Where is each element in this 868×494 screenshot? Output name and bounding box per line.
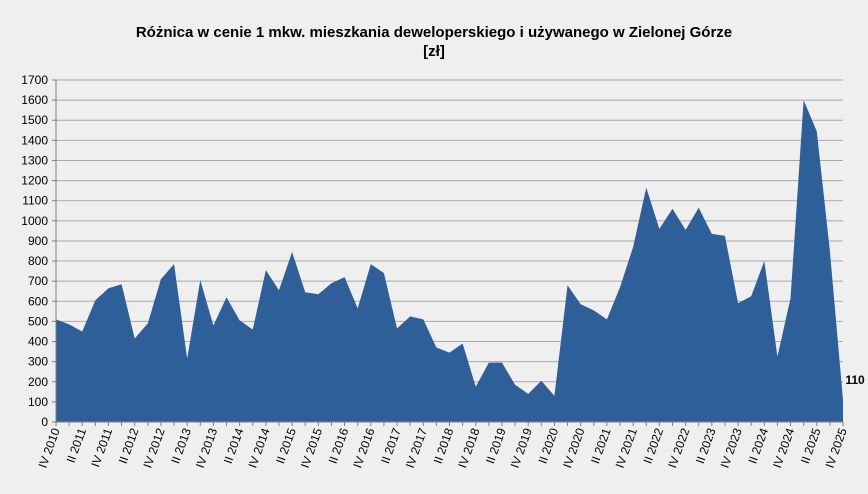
y-tick-label: 200: [28, 375, 48, 389]
data-label-last: 110: [845, 373, 865, 387]
y-tick-label: 1600: [21, 93, 48, 107]
y-tick-label: 700: [28, 274, 48, 288]
y-tick-label: 1100: [22, 194, 48, 208]
y-tick-label: 1300: [21, 153, 48, 167]
chart-title: Różnica w cenie 1 mkw. mieszkania dewelo…: [136, 24, 732, 41]
y-tick-label: 1400: [21, 133, 48, 147]
y-tick-label: 1000: [21, 214, 48, 228]
y-tick-label: 900: [28, 234, 48, 248]
annotations: 110: [845, 373, 865, 387]
y-tick-label: 800: [28, 254, 48, 268]
y-tick-label: 1200: [21, 174, 48, 188]
y-tick-label: 100: [28, 395, 48, 409]
y-tick-label: 600: [28, 294, 48, 308]
y-tick-label: 1500: [21, 113, 48, 127]
y-tick-label: 400: [28, 335, 48, 349]
y-tick-label: 500: [28, 314, 48, 328]
y-tick-label: 1700: [21, 73, 48, 87]
y-tick-label: 300: [28, 355, 48, 369]
chart-title-unit: [zł]: [423, 43, 445, 60]
y-tick-label: 0: [41, 415, 48, 429]
